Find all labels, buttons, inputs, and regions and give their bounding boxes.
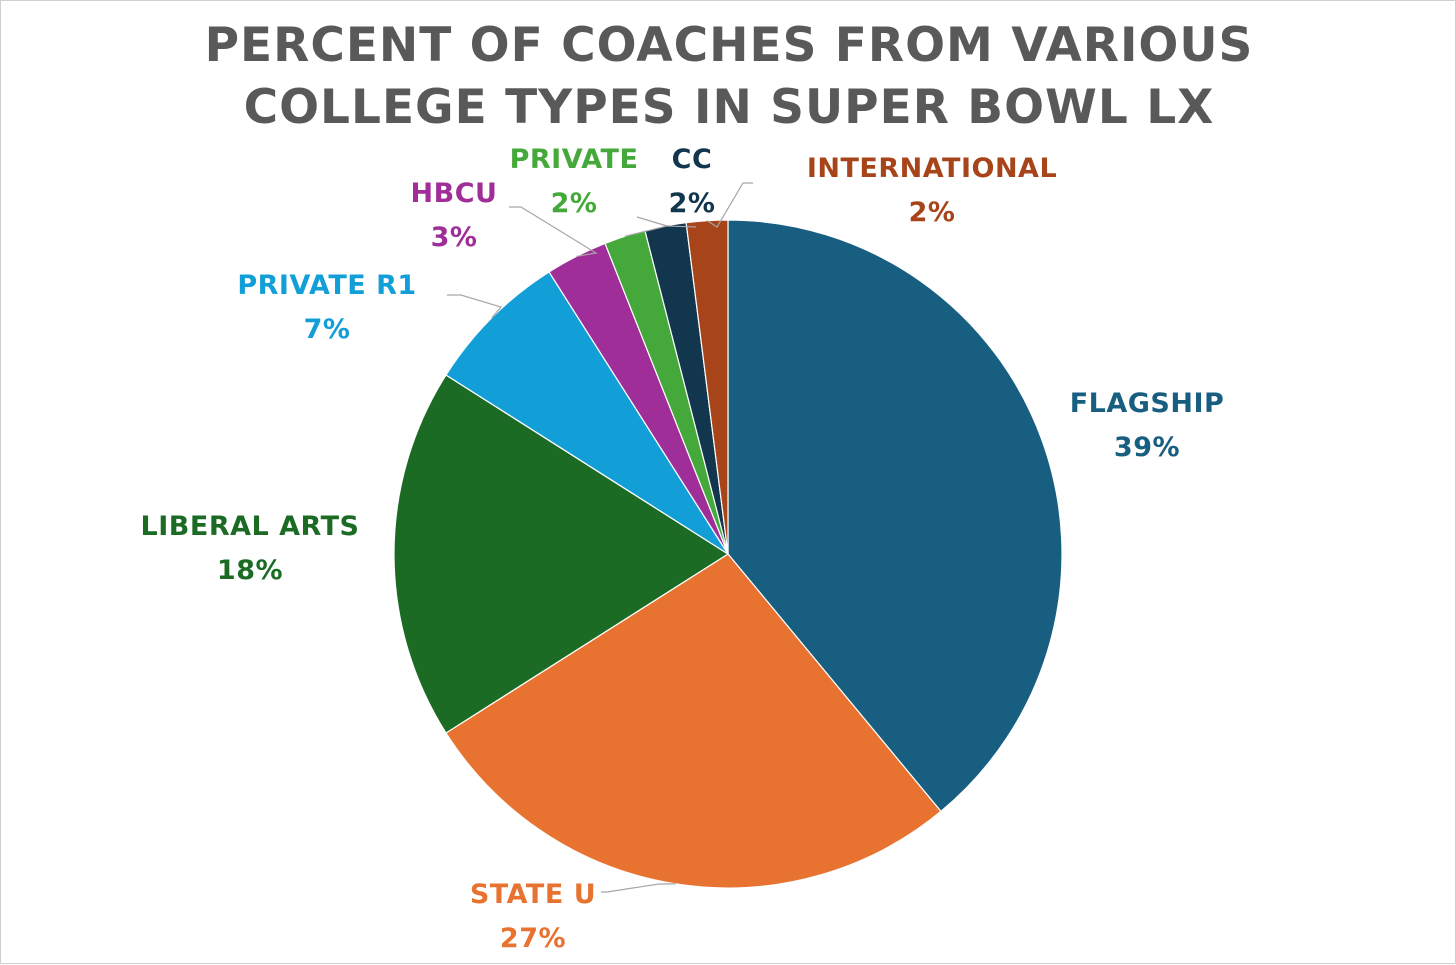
slice-value-private-r1: 7% — [304, 314, 351, 345]
slice-label-international: INTERNATIONAL — [807, 153, 1057, 184]
slice-label-liberal-arts: LIBERAL ARTS — [141, 511, 360, 542]
slice-value-hbcu: 3% — [431, 222, 478, 253]
pie-slice-flagship — [727, 219, 1063, 813]
slice-label-flagship: FLAGSHIP — [1070, 388, 1225, 419]
leader-line-state-u — [601, 883, 676, 893]
slice-label-private-r1: PRIVATE R1 — [237, 270, 416, 301]
leader-line-cc — [665, 225, 697, 228]
pie-slice-liberal-arts — [393, 374, 730, 734]
leader-line-hbcu — [509, 206, 598, 257]
slice-value-private: 2% — [551, 188, 598, 219]
pie-slices — [393, 219, 1063, 889]
slice-label-hbcu: HBCU — [411, 178, 498, 209]
leader-lines — [447, 182, 753, 893]
slice-label-cc: CC — [672, 144, 713, 175]
slice-label-state-u: STATE U — [470, 879, 596, 910]
slice-value-international: 2% — [909, 197, 956, 228]
pie-slice-international — [685, 219, 729, 555]
chart-title-line-1: PERCENT OF COACHES FROM VARIOUS — [205, 18, 1254, 73]
slice-value-liberal-arts: 18% — [217, 555, 283, 586]
slice-value-cc: 2% — [669, 188, 716, 219]
leader-line-international — [706, 182, 753, 228]
leader-line-private-r1 — [447, 294, 503, 319]
slice-labels: FLAGSHIP 39% STATE U 27% LIBERAL ARTS 18% PRIV… — [141, 144, 1225, 954]
slice-value-state-u: 27% — [500, 923, 566, 954]
slice-value-flagship: 39% — [1114, 432, 1180, 463]
chart-title-line-2: COLLEGE TYPES IN SUPER BOWL LX — [244, 80, 1215, 135]
slice-label-private: PRIVATE — [510, 144, 639, 175]
